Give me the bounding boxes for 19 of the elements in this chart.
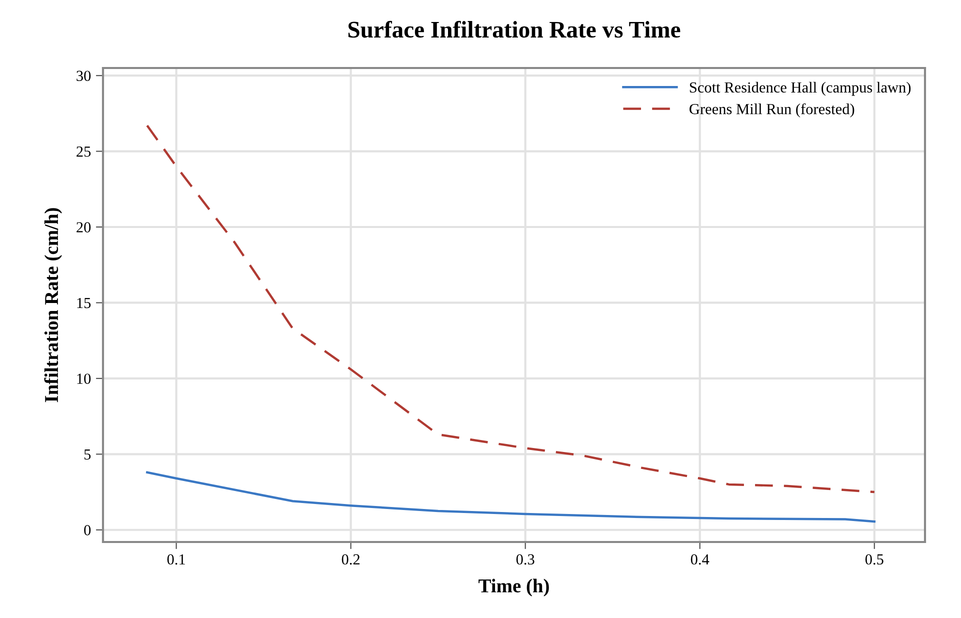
y-tick-label: 15 [77, 298, 91, 308]
y-tick-label: 30 [76, 70, 91, 82]
legend-label: Greens Mill Run (forested) [690, 103, 854, 118]
x-tick-label: 0.5 [865, 554, 884, 565]
x-axis-title: Time (h) [478, 578, 549, 596]
chart-title: Surface Infiltration Rate vs Time [348, 20, 680, 38]
y-tick-label: 25 [76, 146, 91, 157]
y-axis-title: Infiltration Rate (cm/h) [44, 208, 62, 402]
y-tick-label: 20 [76, 222, 91, 232]
x-tick-label: 0.3 [516, 554, 534, 565]
legend-label: Scott Residence Hall (campus lawn) [690, 82, 911, 96]
x-tick-label: 0.4 [690, 554, 710, 565]
line-series [146, 124, 876, 494]
y-tick-label: 5 [84, 449, 91, 460]
x-tick-label: 0.2 [342, 554, 360, 565]
y-tick-label: 0 [84, 525, 91, 536]
y-tick-label: 10 [77, 374, 91, 384]
line-series [146, 471, 876, 523]
x-tick-label: 0.1 [167, 554, 185, 565]
